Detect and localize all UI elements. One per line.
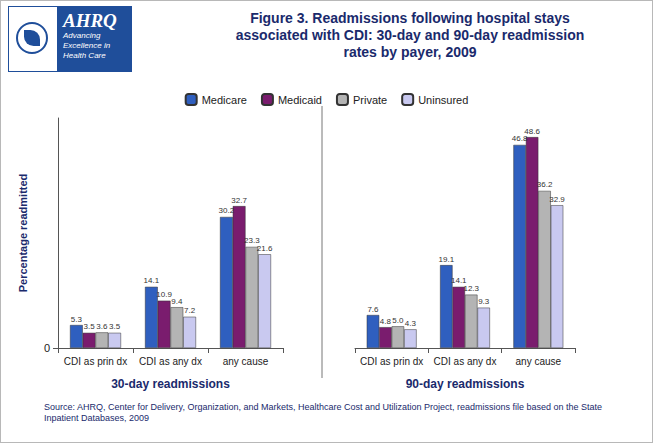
svg-text:7.6: 7.6 — [367, 305, 379, 314]
svg-text:4.3: 4.3 — [405, 319, 417, 328]
svg-text:CDI as prin dx: CDI as prin dx — [360, 356, 423, 367]
html-text:Source: AHRQ, Center for Deliv: Source: AHRQ, Center for Delivery, Organ… — [44, 402, 603, 423]
svg-text:46.8: 46.8 — [512, 134, 528, 143]
svg-text:Uninsured: Uninsured — [418, 94, 468, 106]
svg-text:Medicaid: Medicaid — [278, 94, 322, 106]
svg-text:any cause: any cause — [516, 356, 562, 367]
svg-text:3.5: 3.5 — [84, 322, 96, 331]
svg-text:21.6: 21.6 — [257, 244, 273, 253]
svg-text:32.9: 32.9 — [549, 195, 565, 204]
svg-text:48.6: 48.6 — [524, 127, 540, 136]
svg-text:Percentage readmitted: Percentage readmitted — [17, 174, 29, 293]
svg-text:9.3: 9.3 — [478, 297, 490, 306]
svg-text:5.0: 5.0 — [392, 316, 404, 325]
svg-text:10.9: 10.9 — [156, 290, 172, 299]
svg-text:3.5: 3.5 — [109, 322, 121, 331]
svg-text:14.1: 14.1 — [451, 276, 467, 286]
svg-text:32.7: 32.7 — [231, 196, 247, 205]
html-text:Figure 3. Readmissions followi: Figure 3. Readmissions following hospita… — [235, 10, 585, 60]
svg-text:any cause: any cause — [223, 356, 269, 367]
svg-text:Medicare: Medicare — [202, 94, 247, 106]
svg-text:3.6: 3.6 — [96, 322, 108, 331]
svg-text:19.1: 19.1 — [439, 255, 455, 264]
svg-text:90-day readmissions: 90-day readmissions — [406, 377, 525, 391]
svg-text:Private: Private — [353, 94, 387, 106]
svg-text:30.2: 30.2 — [219, 206, 235, 215]
html-text:Advancing Excellence in Health: Advancing Excellence in Health Care — [63, 31, 111, 60]
svg-text:4.8: 4.8 — [380, 317, 392, 326]
svg-text:5.3: 5.3 — [71, 315, 83, 324]
svg-text:30-day readmissions: 30-day readmissions — [111, 377, 230, 391]
svg-text:9.4: 9.4 — [171, 297, 183, 306]
svg-text:12.3: 12.3 — [463, 284, 479, 293]
svg-text:36.2: 36.2 — [537, 180, 553, 189]
html-text:AHRQ: AHRQ — [63, 10, 117, 31]
svg-text:23.3: 23.3 — [244, 236, 260, 246]
svg-text:CDI as prin dx: CDI as prin dx — [64, 356, 127, 367]
svg-text:CDI as any dx: CDI as any dx — [434, 356, 497, 367]
svg-text:14.1: 14.1 — [144, 276, 160, 285]
svg-text:CDI as any dx: CDI as any dx — [139, 356, 202, 367]
svg-text:7.2: 7.2 — [184, 306, 196, 315]
svg-text:0: 0 — [44, 342, 50, 354]
